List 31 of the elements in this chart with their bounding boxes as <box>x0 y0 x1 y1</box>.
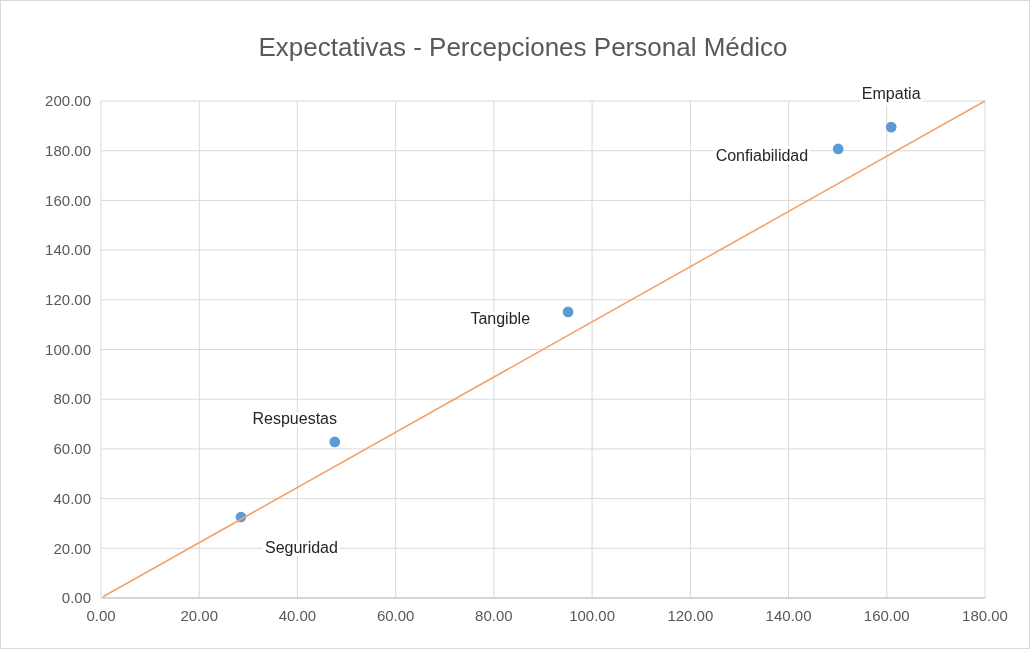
y-tick-label: 80.00 <box>53 390 91 408</box>
point <box>885 121 897 133</box>
annotation: Respuestas <box>252 409 338 427</box>
y-tick-label: 160.00 <box>45 191 91 209</box>
y-tick-label: 140.00 <box>45 241 91 259</box>
x-tick-label: 20.00 <box>180 606 218 624</box>
y-tick-label: 0.00 <box>61 589 91 607</box>
point <box>562 306 574 318</box>
y-tick-label: 200.00 <box>45 92 91 110</box>
x-tick-label: 120.00 <box>667 606 714 624</box>
y-tick-label: 60.00 <box>53 440 91 458</box>
point <box>329 436 341 448</box>
y-tick-label: 20.00 <box>53 539 91 557</box>
y-tick-label: 180.00 <box>45 141 91 159</box>
y-tick-label: 120.00 <box>45 291 91 309</box>
x-tick-label: 140.00 <box>765 606 812 624</box>
x-tick-label: 60.00 <box>376 606 415 624</box>
x-tick-label: 160.00 <box>863 606 910 624</box>
annotation: Seguridad <box>264 538 338 556</box>
chart-title: Expectativas - Percepciones Personal Médico <box>258 32 788 62</box>
x-tick-label: 40.00 <box>278 606 317 624</box>
x-tick-label: 100.00 <box>569 606 616 624</box>
annotation: Tangible <box>470 309 531 327</box>
point <box>832 143 844 155</box>
y-tick-label: 40.00 <box>53 489 91 507</box>
annotation: Empatia <box>861 84 921 102</box>
x-tick-label: 0.00 <box>86 606 116 624</box>
x-tick-label: 80.00 <box>475 606 513 624</box>
y-tick-label: 100.00 <box>45 340 91 358</box>
x-tick-label: 180.00 <box>962 606 1008 624</box>
annotation: Confiabilidad <box>715 146 809 164</box>
